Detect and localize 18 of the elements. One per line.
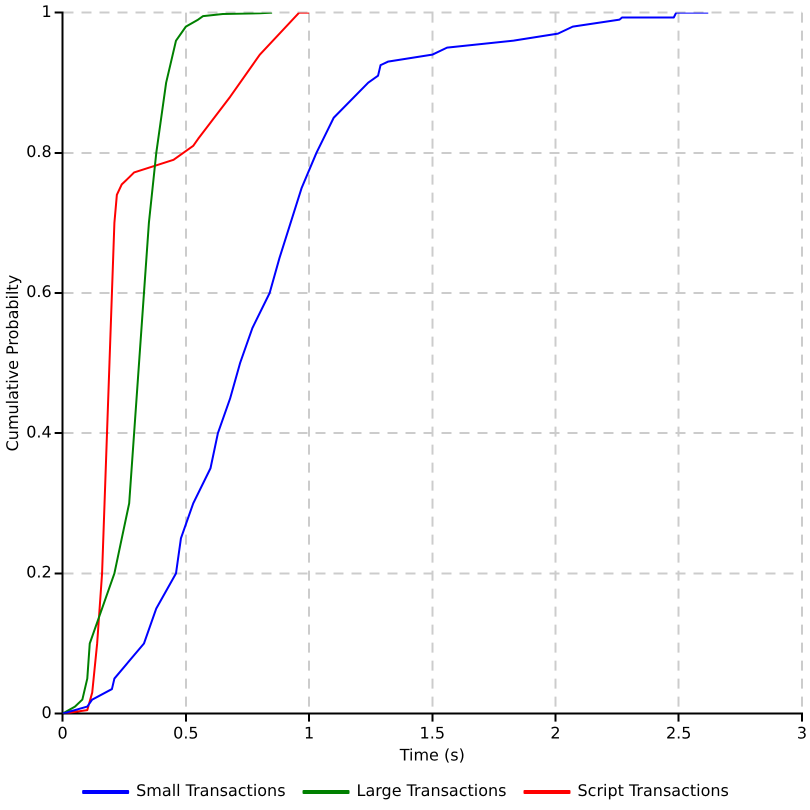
x-tick-label: 0 [58, 723, 68, 742]
y-axis-title: Cumulative Probabilty [2, 274, 22, 452]
legend-label: Large Transactions [356, 781, 506, 800]
x-tick-label: 0.5 [173, 723, 199, 742]
y-tick-label: 0.2 [26, 562, 52, 582]
y-tick-label: 0.4 [26, 422, 52, 442]
x-tick-label: 2 [550, 723, 561, 742]
x-axis-title: Time (s) [398, 746, 465, 765]
x-tick-label: 1 [304, 723, 314, 742]
y-tick-label: 0.6 [26, 282, 52, 302]
y-tick-label: 1 [41, 2, 52, 21]
x-tick-label: 1.5 [420, 723, 446, 742]
y-tick-label: 0 [41, 702, 52, 722]
legend-label: Small Transactions [136, 781, 286, 800]
x-tick-label: 2.5 [666, 723, 692, 742]
x-tick-label: 3 [796, 723, 808, 742]
legend-label: Script Transactions [578, 781, 729, 800]
y-tick-label: 0.8 [26, 142, 52, 161]
